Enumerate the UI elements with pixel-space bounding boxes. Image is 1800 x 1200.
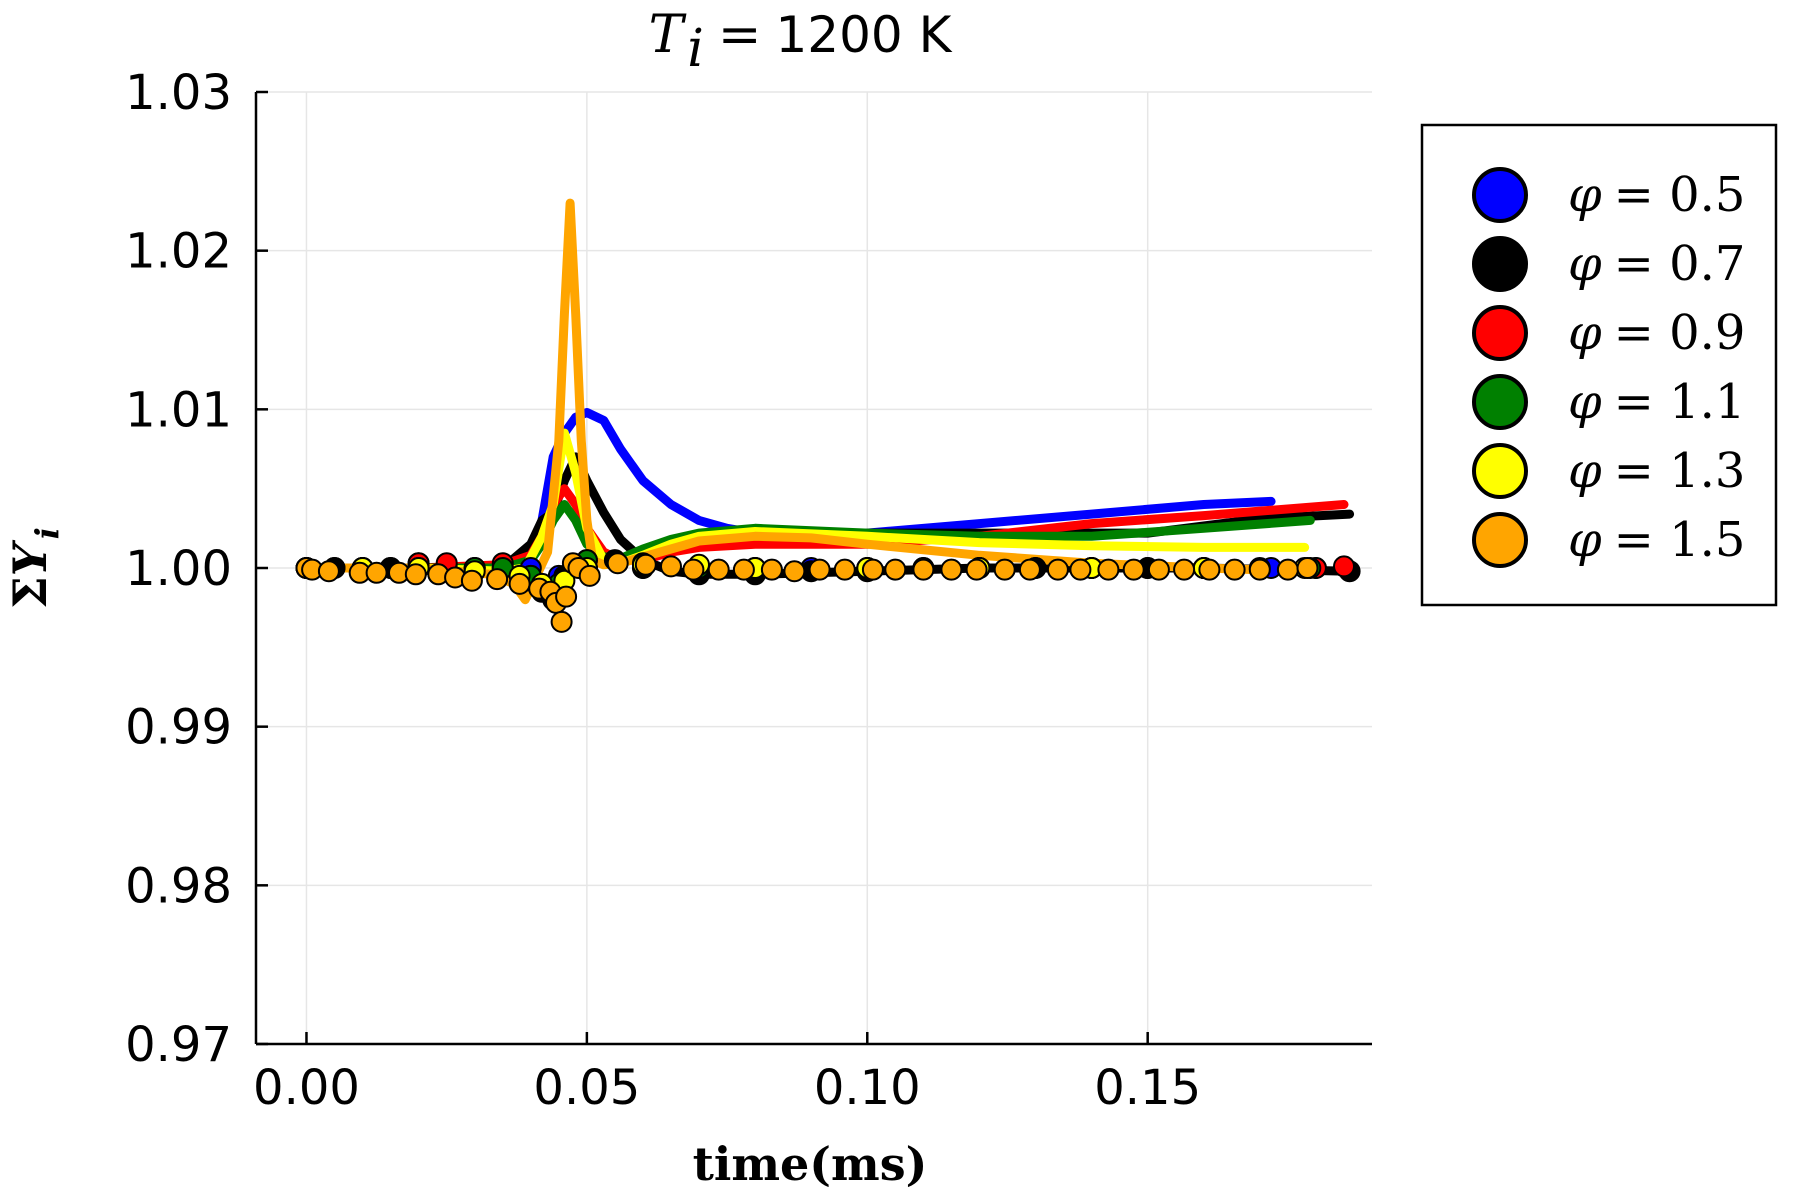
marker-phi-1.5-9 xyxy=(460,569,483,592)
chart-title: Ti = 1200 K xyxy=(649,5,953,79)
legend-symbol: φ xyxy=(1568,374,1602,430)
legend-label-phi-1.1: φ = 1.1 xyxy=(1568,374,1745,430)
marker-phi-1.5-38 xyxy=(1069,558,1092,581)
legend-label-phi-1.5: φ = 1.5 xyxy=(1568,512,1745,568)
legend-symbol: φ xyxy=(1568,443,1602,499)
marker-phi-0.9-16 xyxy=(1333,555,1355,578)
x-tick-label-1: 0.05 xyxy=(533,1060,640,1116)
marker-phi-1.5-42 xyxy=(1173,558,1196,581)
marker-phi-1.5-22 xyxy=(660,555,682,578)
legend-marker-phi-0.5 xyxy=(1472,167,1528,223)
title-text: 1200 K xyxy=(775,6,952,64)
series-line-phi-1.5 xyxy=(302,198,1310,605)
marker-phi-1.5-29 xyxy=(833,558,856,581)
marker-phi-1.5-10 xyxy=(486,568,509,591)
marker-phi-1.5-28 xyxy=(808,558,831,581)
legend-value: = 0.5 xyxy=(1614,167,1746,223)
x-tick-label-2: 0.10 xyxy=(814,1060,921,1116)
y-tick-label-6: 1.03 xyxy=(125,65,232,121)
marker-phi-1.5-16 xyxy=(555,585,578,608)
legend-marker-phi-0.9 xyxy=(1472,305,1528,361)
legend-value: = 1.5 xyxy=(1614,512,1746,568)
legend-value: = 0.9 xyxy=(1614,305,1746,361)
marker-phi-1.5-45 xyxy=(1248,558,1271,581)
y-label-symbol: Y xyxy=(3,539,57,576)
legend-marker-phi-1.3 xyxy=(1472,443,1528,499)
x-tick-label-3: 0.15 xyxy=(1094,1060,1201,1116)
marker-phi-1.5-47 xyxy=(1296,557,1319,579)
legend-marker-phi-0.7 xyxy=(1472,236,1528,292)
y-tick-label-4: 1.01 xyxy=(125,382,232,438)
marker-phi-1.5-36 xyxy=(1018,558,1041,581)
marker-phi-1.5-35 xyxy=(993,558,1016,581)
marker-phi-1.5-37 xyxy=(1046,558,1069,581)
legend-label-phi-0.9: φ = 0.9 xyxy=(1568,305,1745,361)
legend-marker-phi-1.5 xyxy=(1472,512,1528,568)
ticks: 0.00 0.05 0.10 0.15 0.97 0.98 0.99 1.00 1.01 1.02… xyxy=(125,65,1201,1116)
marker-phi-1.5-25 xyxy=(732,558,755,581)
y-tick-label-2: 0.99 xyxy=(125,700,232,756)
marker-phi-1.5-23 xyxy=(682,558,705,581)
marker-phi-1.5-26 xyxy=(760,558,783,581)
title-equals: = xyxy=(718,5,762,65)
marker-phi-1.5-20 xyxy=(606,552,629,575)
x-axis-label: time(ms) xyxy=(693,1137,928,1191)
marker-phi-1.5-30 xyxy=(861,558,884,581)
y-label-subscript: i xyxy=(28,527,66,539)
legend-label-phi-0.5: φ = 0.5 xyxy=(1568,167,1745,223)
legend-symbol: φ xyxy=(1568,167,1602,223)
marker-phi-1.5-44 xyxy=(1223,558,1246,581)
y-tick-label-3: 1.00 xyxy=(125,541,232,597)
marker-phi-1.5-15 xyxy=(550,610,573,633)
y-tick-label-1: 0.98 xyxy=(125,858,232,914)
y-label-sigma: Σ xyxy=(3,576,57,609)
legend: φ = 0.5φ = 0.7φ = 0.9φ = 1.1φ = 1.3φ = 1.5 xyxy=(1420,123,1778,607)
legend-symbol: φ xyxy=(1568,512,1602,568)
marker-phi-1.5-39 xyxy=(1097,558,1120,581)
marker-phi-1.5-31 xyxy=(884,558,907,581)
marker-phi-1.5-6 xyxy=(404,563,427,586)
marker-phi-1.5-2 xyxy=(317,560,340,583)
marker-phi-1.5-24 xyxy=(707,558,730,581)
legend-value: = 1.1 xyxy=(1614,374,1746,430)
marker-phi-1.5-19 xyxy=(578,564,601,587)
legend-entries: φ = 0.5φ = 0.7φ = 0.9φ = 1.1φ = 1.3φ = 1.5 xyxy=(1472,167,1745,568)
marker-phi-1.5-27 xyxy=(783,560,806,583)
marker-phi-1.5-41 xyxy=(1147,558,1170,581)
marker-phi-1.5-46 xyxy=(1276,558,1299,581)
marker-phi-1.5-21 xyxy=(634,553,657,576)
legend-symbol: φ xyxy=(1568,236,1602,292)
legend-label-phi-1.3: φ = 1.3 xyxy=(1568,443,1745,499)
title-symbol: T xyxy=(649,5,687,65)
marker-phi-1.5-34 xyxy=(965,558,988,581)
title-subscript: i xyxy=(687,19,704,79)
legend-marker-phi-1.1 xyxy=(1472,374,1528,430)
marker-phi-1.5-4 xyxy=(365,561,388,584)
marker-phi-1.5-40 xyxy=(1122,558,1145,581)
y-tick-label-0: 0.97 xyxy=(125,1017,232,1073)
legend-symbol: φ xyxy=(1568,305,1602,361)
series-markers xyxy=(295,549,1361,633)
y-axis-label: ΣYi xyxy=(3,527,66,609)
marker-phi-1.5-43 xyxy=(1198,558,1221,581)
marker-phi-1.5-11 xyxy=(508,572,531,595)
marker-phi-1.5-33 xyxy=(940,558,963,581)
marker-phi-1.5-32 xyxy=(912,558,935,581)
y-tick-label-5: 1.02 xyxy=(125,224,232,280)
legend-value: = 1.3 xyxy=(1614,443,1746,499)
x-tick-label-0: 0.00 xyxy=(253,1060,360,1116)
legend-value: = 0.7 xyxy=(1614,236,1746,292)
legend-label-phi-0.7: φ = 0.7 xyxy=(1568,236,1745,292)
